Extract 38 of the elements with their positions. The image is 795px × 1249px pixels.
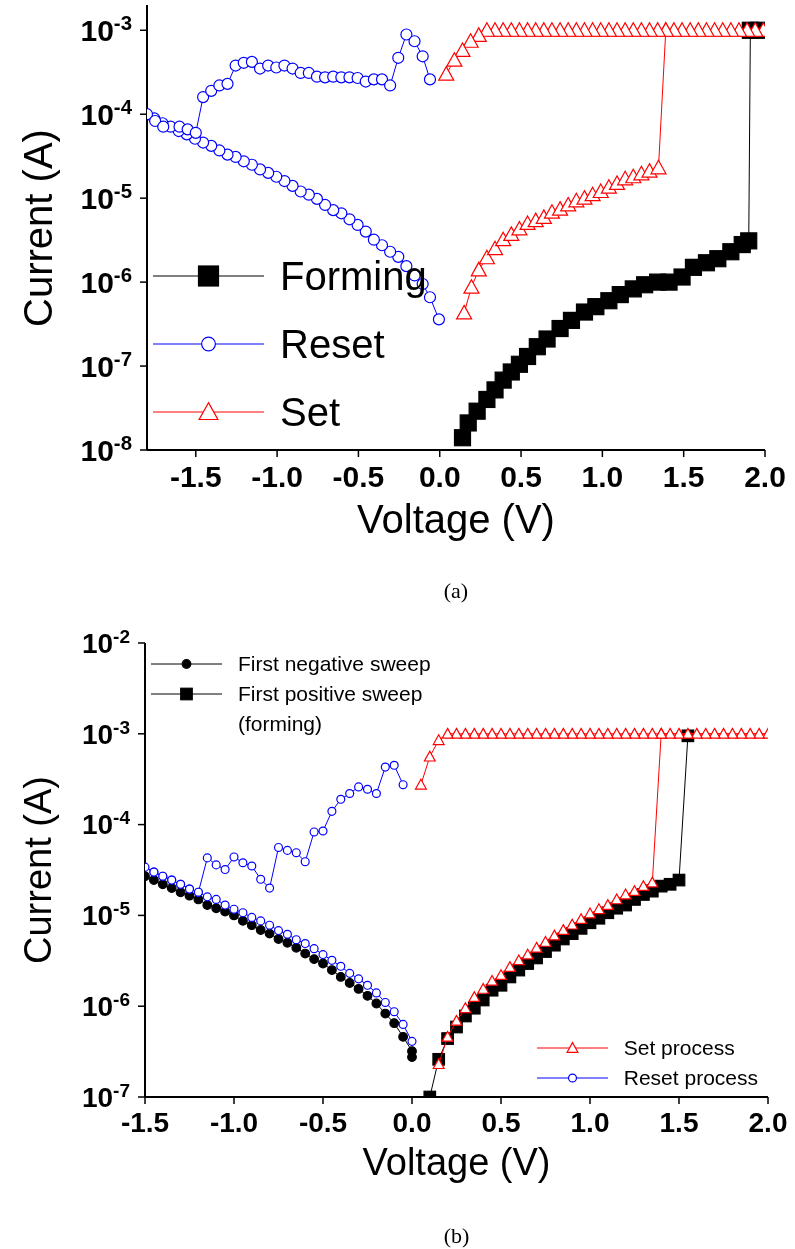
x-tick-label: 1.0 [581, 459, 624, 493]
x-tick-label: -1.0 [251, 459, 303, 493]
y-tick-label: 10$^{-3}$ [80, 11, 132, 47]
y-tick-label: 10$^{-5}$ [81, 897, 131, 932]
x-tick-label: -1.0 [209, 1107, 259, 1138]
legend-label: Set [280, 389, 341, 436]
y-axis-title: Current (A) [15, 128, 61, 327]
x-axis-title: Voltage (V) [361, 1140, 552, 1185]
x-tick-label: 1.0 [570, 1107, 610, 1138]
y-tick-label: 10$^{-8}$ [80, 431, 132, 467]
y-tick-label: 10$^{-6}$ [80, 263, 132, 299]
x-tick-label: 0.0 [392, 1107, 432, 1138]
x-tick-label: 0.0 [418, 459, 461, 493]
x-tick-label: 1.5 [659, 1107, 699, 1138]
y-tick-label: 10$^{-5}$ [80, 179, 132, 215]
x-tick-label: -0.5 [298, 1107, 348, 1138]
x-tick-label: 0.5 [500, 459, 542, 493]
text: (b) [442, 1223, 471, 1249]
y-tick-label: 10$^{-7}$ [80, 347, 132, 383]
y-tick-label: 10$^{-3}$ [81, 716, 130, 750]
y-tick-label: 10$^{-4}$ [80, 95, 133, 131]
y-tick-label: 10$^{-2}$ [81, 625, 130, 659]
x-tick-label: 2.0 [748, 1107, 788, 1138]
x-tick-label: 2.0 [744, 459, 786, 493]
y-tick-label: 10$^{-6}$ [81, 988, 130, 1022]
y-tick-label: 10$^{-4}$ [81, 806, 131, 841]
x-tick-label: -1.5 [169, 459, 222, 493]
legend-label: Reset [280, 321, 385, 368]
x-tick-label: 0.5 [481, 1107, 521, 1138]
legend-label: Set process [623, 1035, 735, 1061]
legend-label: First negative sweep [238, 651, 431, 677]
x-axis-title: Voltage (V) [356, 496, 556, 543]
y-axis-title: Current (A) [16, 776, 60, 964]
x-tick-label: -0.5 [332, 459, 385, 493]
text: (a) [442, 578, 470, 604]
x-tick-label: 1.5 [662, 459, 705, 493]
legend-label: First positive sweep (forming) [238, 681, 424, 737]
legend-label: Reset process [623, 1065, 758, 1091]
